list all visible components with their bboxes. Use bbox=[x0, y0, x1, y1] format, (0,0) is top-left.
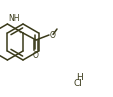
Text: O: O bbox=[33, 51, 39, 60]
Text: *: * bbox=[19, 30, 22, 36]
Text: NH: NH bbox=[8, 13, 20, 23]
Text: H: H bbox=[76, 73, 83, 82]
Text: Cl: Cl bbox=[73, 79, 82, 88]
Text: O: O bbox=[49, 30, 55, 39]
